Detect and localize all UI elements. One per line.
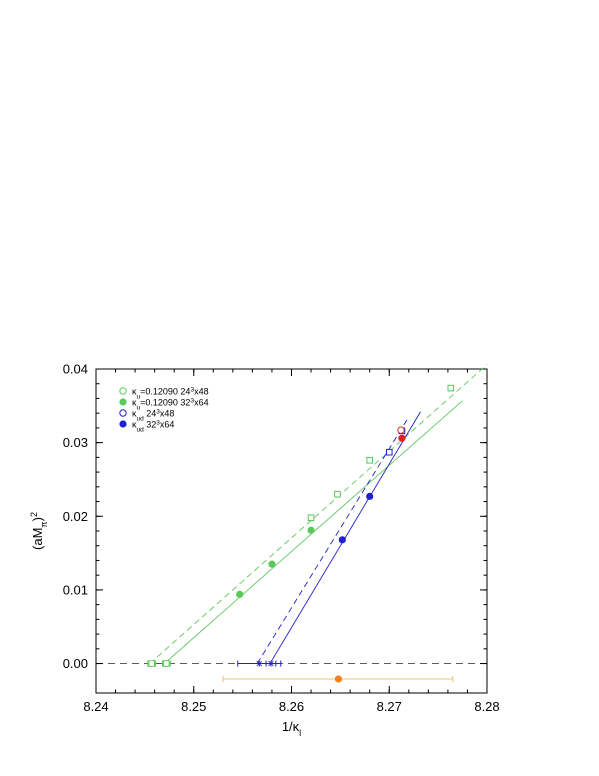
legend-marker	[119, 420, 127, 428]
y-tick-label: 0.03	[63, 435, 88, 450]
y-tick-label: 0.01	[63, 582, 88, 597]
legend-entry: κu=0.12090 243x48	[119, 386, 209, 400]
data-point-red-filled	[398, 434, 406, 442]
data-point-orange	[334, 675, 343, 683]
legend-label-pre: κ	[132, 398, 137, 408]
legend-entry: κu=0.12090 323x64	[119, 397, 209, 411]
data-points-group	[148, 384, 455, 683]
data-point-red-open	[397, 426, 405, 434]
data-point-green-filled	[268, 560, 276, 568]
data-point-blue-open	[385, 448, 393, 456]
y-tick-label: 0.02	[63, 509, 88, 524]
intercept-point-blue-open	[256, 660, 263, 667]
legend-marker	[119, 387, 127, 395]
x-tick-label: 8.28	[474, 699, 499, 714]
legend-label-sup: 3	[190, 397, 194, 404]
legend-label: κud 243x48	[132, 408, 174, 422]
legend-label-post: x64	[194, 398, 209, 408]
y-axis-label: (aMπ)2	[29, 512, 49, 550]
data-point-green-filled	[236, 590, 244, 598]
y-tick-label: 0.00	[63, 656, 88, 671]
x-tick-label: 8.24	[83, 699, 108, 714]
legend-label-post: x48	[194, 387, 209, 397]
legend-label-mid: =0.12090 24	[140, 387, 190, 397]
legend-entry: κud 323x64	[119, 419, 174, 433]
legend-label: κud 323x64	[132, 419, 174, 433]
y-axis-label-sub: π	[39, 521, 49, 527]
intercept-point-blue-open-stroke	[256, 660, 262, 667]
fit-line-green-open	[149, 364, 488, 664]
legend-label-post: x64	[160, 420, 175, 430]
x-axis-label-sub: l	[299, 728, 301, 738]
data-point-blue-filled	[338, 536, 346, 544]
legend-label-sup: 3	[156, 419, 160, 426]
legend-label-mid: =0.12090 32	[140, 398, 190, 408]
legend-label-sub: u	[137, 393, 141, 400]
legend-entry: κud 243x48	[119, 408, 174, 422]
data-point-green-open	[366, 457, 373, 464]
legend-marker	[119, 398, 127, 406]
legend-label: κu=0.12090 323x64	[132, 397, 209, 411]
ticks-group: 8.24 8.25 8.26 8.27 8.28 0.00 0.01 0.02 0.03 0.04	[63, 362, 500, 715]
legend-label-pre: κ	[132, 409, 137, 419]
data-point-green-open	[334, 490, 341, 498]
intercept-point-green-open	[148, 660, 156, 667]
legend-marker	[119, 409, 127, 417]
data-point-blue-filled	[366, 492, 374, 500]
legend-label-sup: 3	[156, 408, 160, 415]
legend-label-post: x48	[160, 409, 175, 419]
data-point-green-open	[447, 384, 455, 392]
legend-label: κu=0.12090 243x48	[132, 386, 209, 400]
legend-label-pre: κ	[132, 387, 137, 397]
legend-label-sub: u	[137, 404, 141, 411]
legend-label-mid: 32	[144, 420, 157, 430]
legend-label-pre: κ	[132, 420, 137, 430]
legend-label-mid: 24	[144, 409, 157, 419]
fit-lines-group	[149, 364, 488, 664]
intercept-point-blue-filled-stroke	[268, 660, 274, 667]
x-tick-label: 8.25	[181, 699, 206, 714]
legend-label-sub: ud	[137, 415, 145, 422]
intercept-point-green-filled	[163, 660, 170, 667]
x-tick-label: 8.27	[377, 699, 402, 714]
fit-line-blue-filled	[269, 411, 421, 664]
y-axis-label-sup: 2	[29, 512, 39, 517]
legend-label-sup: 3	[190, 386, 194, 393]
legend-label-sub: ud	[137, 426, 145, 433]
x-tick-label: 8.26	[279, 699, 304, 714]
intercept-point-blue-filled	[267, 660, 275, 667]
fit-line-blue-open	[256, 416, 410, 664]
y-tick-label: 0.04	[63, 362, 88, 377]
data-point-green-filled	[307, 526, 315, 534]
x-axis-label: 1/κl	[282, 719, 301, 738]
y-axis-label-tail: )	[30, 517, 45, 521]
data-point-green-open	[307, 514, 315, 522]
